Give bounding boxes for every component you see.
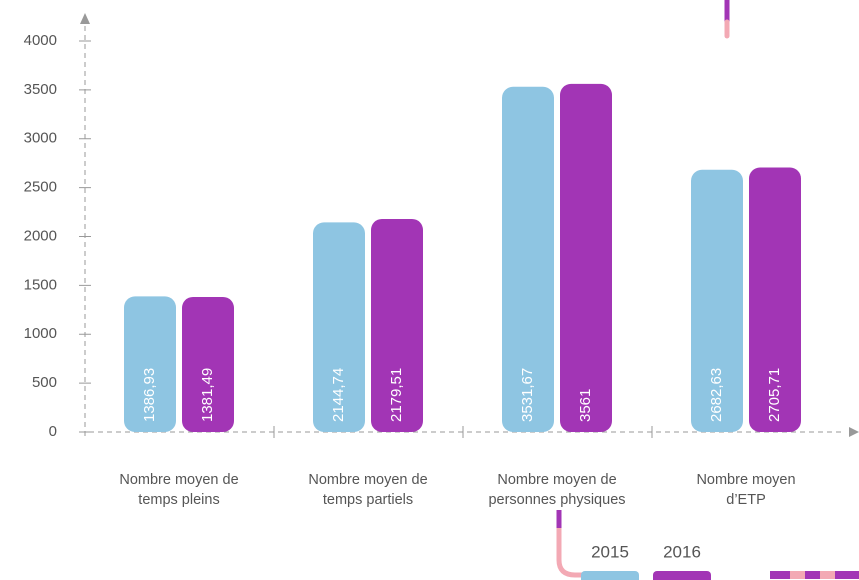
y-arrow: [80, 13, 90, 24]
x-tick-label: Nombre moyen de temps pleins: [119, 472, 239, 508]
y-tick-label: 1000: [24, 325, 57, 342]
x-tick-label: Nombre moyen d’ETP: [696, 472, 796, 508]
legend-label: 2016: [663, 542, 701, 561]
bar: [124, 296, 176, 432]
value-label: 1386,93: [141, 368, 158, 422]
value-label: 2682,63: [708, 368, 725, 422]
x-tick-label: Nombre moyen de temps partiels: [308, 472, 428, 508]
value-label: 3531,67: [519, 368, 536, 422]
value-label: 3561: [577, 389, 594, 422]
legend-label: 2015: [591, 542, 629, 561]
bar: [371, 218, 423, 432]
value-label: 1381,49: [199, 368, 216, 422]
y-tick-label: 2000: [24, 227, 57, 244]
y-tick-label: 1500: [24, 276, 57, 293]
y-tick-label: 0: [49, 423, 57, 440]
bar: [691, 169, 743, 432]
decoration: [556, 528, 600, 578]
bar: [313, 222, 365, 432]
y-tick-label: 3000: [24, 130, 57, 147]
y-tick-label: 2500: [24, 179, 57, 196]
x-arrow: [849, 427, 859, 437]
bar: [560, 83, 612, 433]
value-label: 2705,71: [766, 368, 783, 422]
value-label: 2179,51: [388, 368, 405, 422]
legend-swatch: [581, 571, 639, 580]
bar: [749, 167, 801, 432]
y-tick-label: 500: [32, 374, 57, 391]
x-tick-label: Nombre moyen de personnes physiques: [488, 472, 626, 508]
bar: [182, 296, 234, 432]
value-label: 2144,74: [330, 368, 347, 422]
legend-swatch: [653, 571, 711, 580]
bar: [502, 86, 554, 432]
y-tick-label: 4000: [24, 32, 57, 49]
y-tick-label: 3500: [24, 81, 57, 98]
